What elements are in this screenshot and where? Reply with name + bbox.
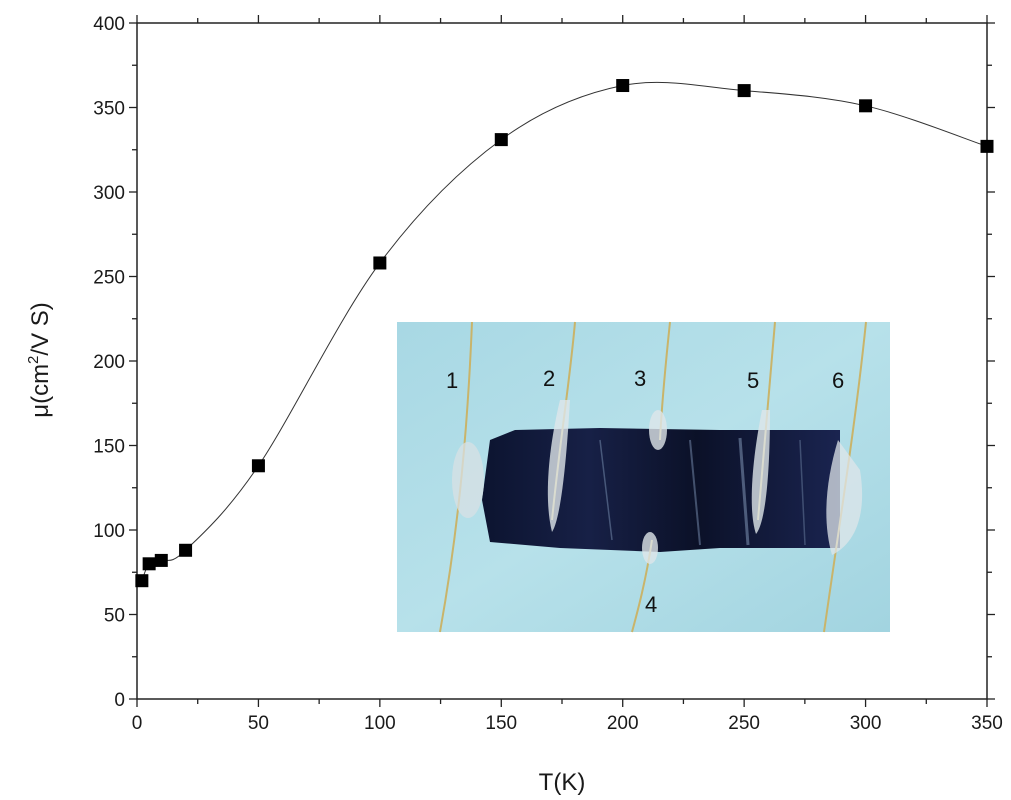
x-tick-label: 250 xyxy=(728,713,760,734)
data-point xyxy=(737,84,751,98)
x-tick-label: 100 xyxy=(364,713,396,734)
inset-contact-label: 4 xyxy=(645,592,657,617)
inset-flake xyxy=(482,428,840,552)
inset-contact-blob xyxy=(751,410,770,534)
data-point xyxy=(373,256,387,270)
inset-contact-blob xyxy=(642,532,658,564)
y-tick-label: 400 xyxy=(93,14,125,35)
data-point xyxy=(179,543,193,557)
inset-flake-streak xyxy=(599,439,613,541)
data-point xyxy=(135,574,149,588)
x-axis-label: T(K) xyxy=(539,769,586,796)
y-axis-label: μ(cm2/V S) xyxy=(25,302,54,418)
y-tick-label: 300 xyxy=(93,183,125,204)
inset-flake-streak xyxy=(738,437,750,546)
y-tick-label: 250 xyxy=(93,268,125,289)
x-tick-label: 0 xyxy=(132,713,143,734)
y-tick-label: 150 xyxy=(93,437,125,458)
x-tick-label: 150 xyxy=(485,713,517,734)
data-point xyxy=(616,79,630,93)
inset-contact-label: 2 xyxy=(543,366,555,391)
inset-contact-blob xyxy=(649,410,667,450)
data-point xyxy=(980,139,994,153)
data-point xyxy=(859,99,873,113)
inset-flake-streak xyxy=(799,439,806,546)
data-point xyxy=(154,553,168,567)
inset-contact-blob xyxy=(452,442,484,518)
y-axis-label-main: μ(cm xyxy=(27,364,54,418)
y-axis-label-sup: 2 xyxy=(25,356,42,364)
inset-contact-label: 6 xyxy=(832,368,844,393)
inset-contact-label: 5 xyxy=(747,368,759,393)
series xyxy=(135,79,994,588)
ticks: 0 50 100 150 200 250 300 350 0 50 100 150 200 250 300 3… xyxy=(93,14,1003,734)
inset-contact-blob xyxy=(826,440,863,555)
y-tick-label: 100 xyxy=(93,521,125,542)
y-axis-label-rest: /V S) xyxy=(27,302,54,355)
y-tick-label: 200 xyxy=(93,352,125,373)
x-tick-label: 50 xyxy=(248,713,269,734)
y-tick-label: 50 xyxy=(104,606,125,627)
y-tick-label: 0 xyxy=(114,690,125,711)
data-point xyxy=(251,459,265,473)
inset-flake-streak xyxy=(689,439,701,546)
x-tick-label: 350 xyxy=(971,713,1003,734)
inset-contact-label: 1 xyxy=(446,368,458,393)
data-point xyxy=(142,557,156,571)
data-point xyxy=(494,133,508,147)
inset-photo: 1 2 3 4 5 6 xyxy=(397,321,890,633)
y-tick-label: 350 xyxy=(93,99,125,120)
inset-contact-label: 3 xyxy=(634,366,646,391)
x-tick-label: 300 xyxy=(850,713,882,734)
inset-contact-blob xyxy=(547,400,570,532)
x-tick-label: 200 xyxy=(607,713,639,734)
